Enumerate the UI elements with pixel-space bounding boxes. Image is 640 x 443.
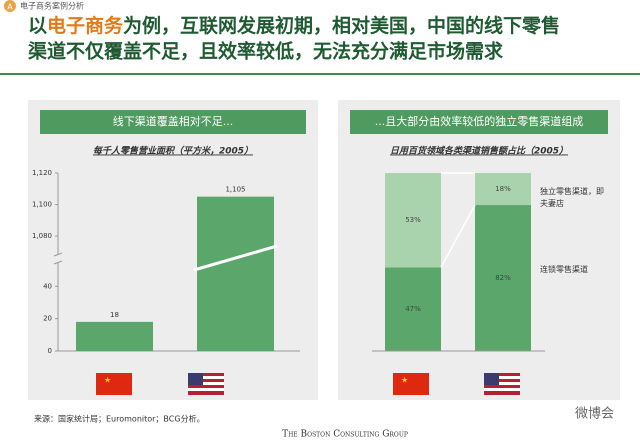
panel-header: 线下渠道覆盖相对不足... [113, 114, 234, 128]
bar-segment [385, 267, 441, 351]
badge: A [7, 3, 13, 12]
y-tick-label: 1,080 [32, 232, 52, 240]
badge-circle [4, 0, 16, 12]
y-tick-label: 1,100 [32, 201, 52, 209]
title-line-2: 渠道不仅覆盖不足，且效率较低，无法充分满足市场需求 [28, 40, 504, 63]
flag-cn: ★ [96, 373, 132, 395]
bar-break [193, 244, 278, 272]
title-part: 以 [28, 15, 47, 37]
y-tick-label: 1,120 [32, 169, 52, 177]
title-line-1: 以电子商务为例，互联网发展初期，相对美国，中国的线下零售 [28, 14, 560, 37]
flag-us [188, 373, 224, 395]
source: 来源：国家统计局；Euromonitor；BCG分析。 [34, 414, 205, 424]
watermark: 微博会 [575, 407, 614, 422]
legend-entry: 独立零售渠道，即夫妻店 [540, 187, 604, 208]
panel-header-bg [350, 110, 608, 134]
y-tick-label: 0 [48, 347, 52, 355]
bar [197, 196, 274, 351]
footer: The Boston Consulting Group [282, 430, 408, 440]
flag-us [484, 373, 520, 395]
value-label: 53% [405, 216, 421, 224]
legend-entry: 连锁零售渠道 [540, 265, 588, 274]
bar [76, 321, 153, 351]
chart-title: 日用百货领域各类渠道销售额占比（2005） [390, 146, 568, 157]
value-label: 18% [495, 185, 511, 193]
value-label: 47% [405, 305, 421, 313]
connector [440, 204, 476, 268]
flag-cn: ★ [393, 373, 429, 395]
panel [28, 100, 318, 400]
y-tick-label: 20 [43, 315, 52, 323]
chart-title: 每千人零售营业面积（平方米，2005） [93, 146, 253, 157]
svg-text:★: ★ [401, 376, 408, 385]
section-label: 电子商务案例分析 [20, 1, 84, 11]
y-tick-label: 40 [43, 282, 52, 290]
bar-segment [385, 173, 441, 268]
axis-break [53, 252, 63, 257]
bar-segment [475, 205, 531, 351]
panel-header-bg [40, 110, 306, 134]
bar-segment [475, 173, 531, 206]
title-highlight: 电子商务 [47, 14, 124, 37]
value-label: 18 [110, 311, 119, 319]
panel-header: ...且大部分由效率较低的独立零售渠道组成 [375, 114, 584, 128]
title-part: 为例，互联网发展初期，相对美国，中国的线下零售 [123, 14, 560, 37]
svg-text:★: ★ [104, 376, 111, 385]
value-label: 82% [495, 274, 511, 282]
value-label: 1,105 [225, 186, 245, 194]
axis-break [53, 260, 63, 265]
